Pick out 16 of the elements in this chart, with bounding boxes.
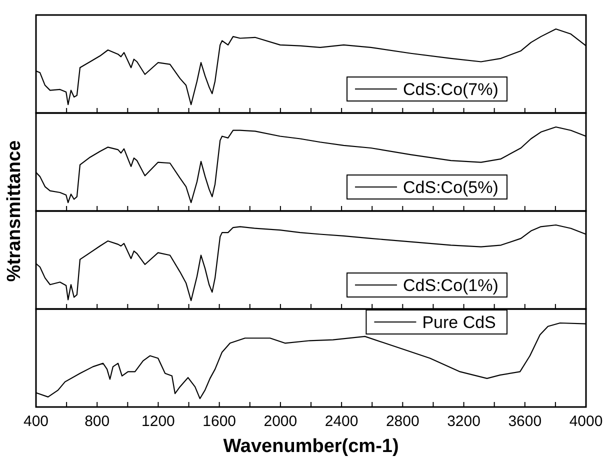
y-axis-title: %transmittance (4, 140, 25, 282)
x-tick-label: 400 (23, 413, 49, 430)
x-tick-label: 1200 (142, 413, 175, 430)
x-tick-label: 2800 (386, 413, 420, 430)
x-axis-title: Wavenumber(cm-1) (223, 436, 399, 457)
legend-label: CdS:Co(1%) (403, 276, 498, 295)
x-tick-label: 3600 (508, 413, 542, 430)
x-tick-label: 1600 (202, 413, 236, 430)
x-tick-label: 3200 (447, 413, 480, 430)
x-tick-label: 4000 (569, 413, 603, 430)
legend-label: Pure CdS (422, 313, 496, 332)
x-tick-label: 2000 (264, 413, 298, 430)
legend-label: CdS:Co(7%) (403, 80, 498, 99)
x-tick-label: 800 (84, 413, 110, 430)
legend-label: CdS:Co(5%) (403, 178, 498, 197)
x-tick-label: 2400 (324, 413, 358, 430)
